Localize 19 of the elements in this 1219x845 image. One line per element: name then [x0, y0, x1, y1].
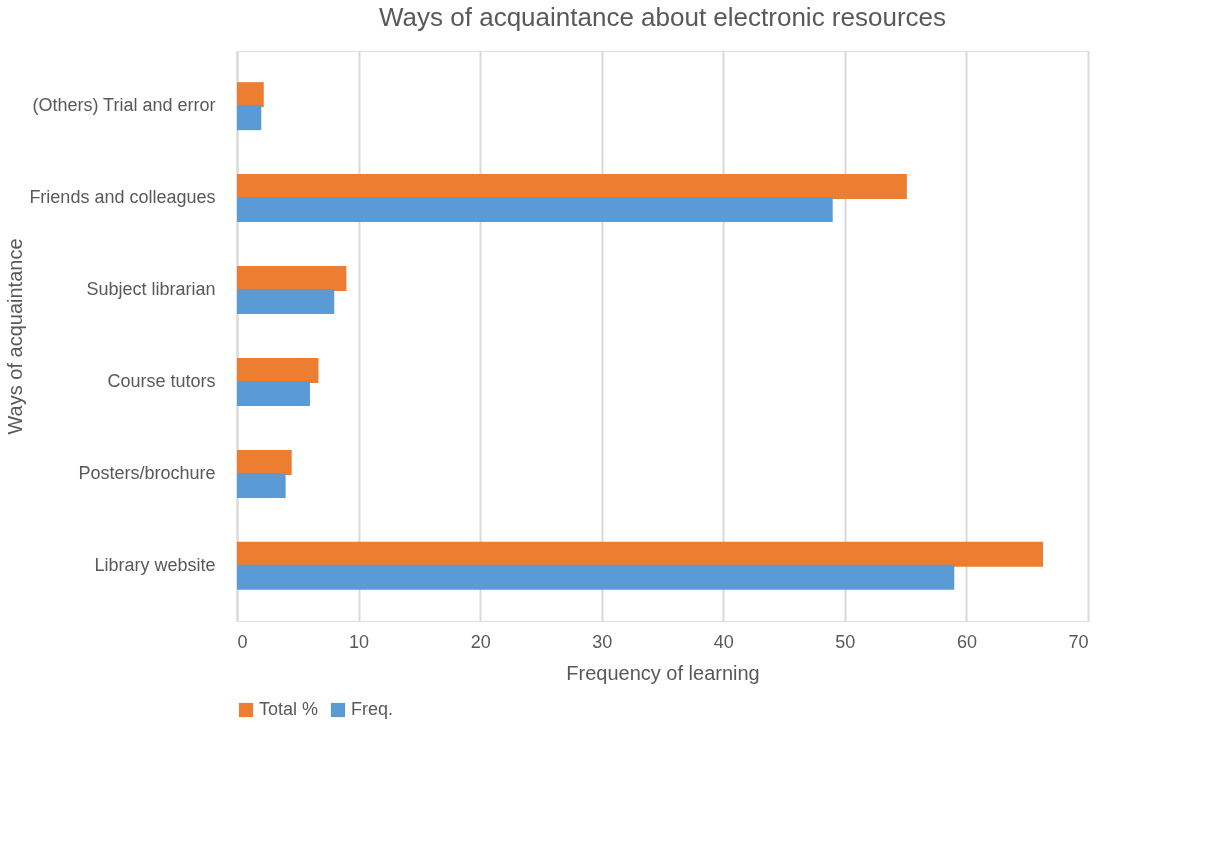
- y-tick-label: Subject librarian: [86, 279, 216, 300]
- x-tick-label: 20: [470, 631, 491, 652]
- x-tick-label: 0: [237, 631, 248, 652]
- x-tick-label: 70: [1068, 631, 1089, 652]
- y-tick-label: (Others) Trial and error: [32, 95, 216, 116]
- x-tick-label: 40: [713, 631, 734, 652]
- y-tick-label: Friends and colleagues: [29, 187, 216, 208]
- legend-label: Total %: [259, 699, 319, 719]
- chart-title: Ways of acquaintance about electronic resources: [378, 2, 947, 32]
- y-tick-label: Course tutors: [107, 370, 216, 391]
- y-axis-title: Ways of acquaintance: [3, 238, 26, 435]
- y-tick-label: Posters/brochure: [78, 462, 216, 483]
- x-tick-label: 50: [835, 631, 856, 652]
- x-tick-label: 10: [349, 631, 370, 652]
- x-tick-label: 30: [592, 631, 613, 652]
- x-tick-label: 60: [956, 631, 977, 652]
- x-axis-title: Frequency of learning: [566, 661, 760, 684]
- legend-label: Freq.: [351, 699, 394, 719]
- y-tick-label: Library website: [94, 554, 216, 575]
